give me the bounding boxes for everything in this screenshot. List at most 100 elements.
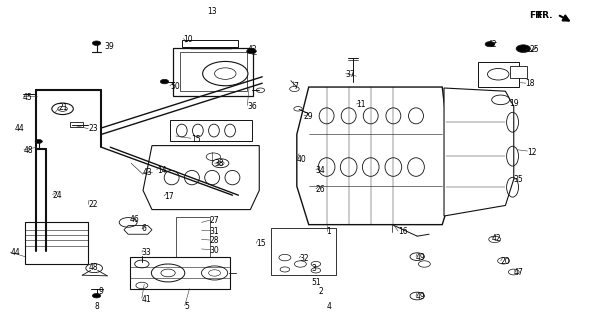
Text: 2: 2 <box>319 287 324 296</box>
Text: 8: 8 <box>94 302 99 311</box>
Circle shape <box>206 153 221 161</box>
Text: 43: 43 <box>143 168 153 177</box>
Text: 10: 10 <box>184 35 193 44</box>
Circle shape <box>136 282 148 289</box>
Text: 18: 18 <box>526 79 535 88</box>
Circle shape <box>35 140 42 143</box>
Text: 26: 26 <box>316 185 325 194</box>
Bar <box>170 120 252 141</box>
Circle shape <box>119 218 137 227</box>
Circle shape <box>311 261 321 267</box>
Circle shape <box>508 269 519 275</box>
Circle shape <box>280 267 290 272</box>
Text: 23: 23 <box>88 124 98 133</box>
Text: 15: 15 <box>256 239 266 248</box>
Circle shape <box>52 103 73 115</box>
Circle shape <box>135 260 149 268</box>
Text: 25: 25 <box>529 45 539 54</box>
Bar <box>173 48 253 96</box>
Text: 1: 1 <box>327 228 331 236</box>
Text: 6: 6 <box>142 224 147 233</box>
Text: 47: 47 <box>514 268 523 277</box>
Bar <box>182 40 238 47</box>
Text: 21: 21 <box>58 103 68 112</box>
Text: 32: 32 <box>299 254 309 263</box>
Text: 48: 48 <box>24 146 33 155</box>
Circle shape <box>290 86 299 92</box>
Text: 51: 51 <box>311 278 321 287</box>
Text: 49: 49 <box>416 253 426 262</box>
Text: 4: 4 <box>327 302 331 311</box>
Bar <box>180 52 247 91</box>
Polygon shape <box>143 146 259 210</box>
Text: 31: 31 <box>210 227 219 236</box>
Polygon shape <box>297 87 454 225</box>
Circle shape <box>410 253 424 260</box>
Circle shape <box>161 269 175 277</box>
Circle shape <box>485 42 495 47</box>
Circle shape <box>516 45 530 52</box>
Circle shape <box>489 236 501 243</box>
Circle shape <box>151 264 185 282</box>
Text: 30: 30 <box>210 246 219 255</box>
Text: 42: 42 <box>247 45 257 54</box>
Text: 38: 38 <box>215 159 224 168</box>
Text: 24: 24 <box>52 191 62 200</box>
Text: 42: 42 <box>492 234 501 243</box>
Polygon shape <box>444 88 514 216</box>
Text: 48: 48 <box>88 263 98 272</box>
Text: 34: 34 <box>316 166 325 175</box>
Text: 27: 27 <box>210 216 219 225</box>
Bar <box>130 257 230 289</box>
Text: 41: 41 <box>142 295 151 304</box>
Text: 36: 36 <box>247 102 257 111</box>
Text: 15: 15 <box>191 135 200 144</box>
Circle shape <box>256 88 265 92</box>
Text: 29: 29 <box>304 112 313 121</box>
Circle shape <box>160 79 169 84</box>
Text: 5: 5 <box>185 302 190 311</box>
Text: 3: 3 <box>311 264 316 273</box>
Text: 9: 9 <box>98 287 103 296</box>
Text: 39: 39 <box>104 42 114 51</box>
Circle shape <box>311 268 321 273</box>
Circle shape <box>209 270 221 276</box>
Circle shape <box>215 68 236 79</box>
Text: 44: 44 <box>15 124 24 132</box>
Circle shape <box>92 293 101 298</box>
Circle shape <box>488 68 509 80</box>
Text: FR.: FR. <box>536 11 553 20</box>
Text: 11: 11 <box>356 100 366 109</box>
Bar <box>478 62 519 87</box>
Circle shape <box>410 292 424 300</box>
Circle shape <box>212 159 229 168</box>
Text: 37: 37 <box>346 70 355 79</box>
Text: 7: 7 <box>293 82 298 91</box>
Text: 28: 28 <box>210 236 219 245</box>
Circle shape <box>217 161 224 165</box>
Text: 40: 40 <box>297 155 306 164</box>
Text: 22: 22 <box>88 200 98 209</box>
Text: 35: 35 <box>514 175 523 184</box>
Bar <box>271 228 336 275</box>
Text: 20: 20 <box>501 257 510 266</box>
Text: 14: 14 <box>157 166 166 175</box>
Text: 19: 19 <box>510 99 519 108</box>
Bar <box>176 217 210 257</box>
Text: 44: 44 <box>10 248 20 257</box>
Text: 16: 16 <box>398 228 408 236</box>
Text: 46: 46 <box>130 215 139 224</box>
Circle shape <box>294 107 302 111</box>
Circle shape <box>203 61 248 86</box>
Bar <box>510 66 527 78</box>
Text: 45: 45 <box>23 93 32 102</box>
Circle shape <box>247 49 256 54</box>
Text: 13: 13 <box>207 7 217 16</box>
Circle shape <box>201 266 228 280</box>
Text: FR.: FR. <box>529 11 546 20</box>
Circle shape <box>279 254 291 261</box>
Circle shape <box>492 95 510 105</box>
Circle shape <box>418 261 430 267</box>
Text: 50: 50 <box>170 82 179 91</box>
Bar <box>70 122 83 127</box>
